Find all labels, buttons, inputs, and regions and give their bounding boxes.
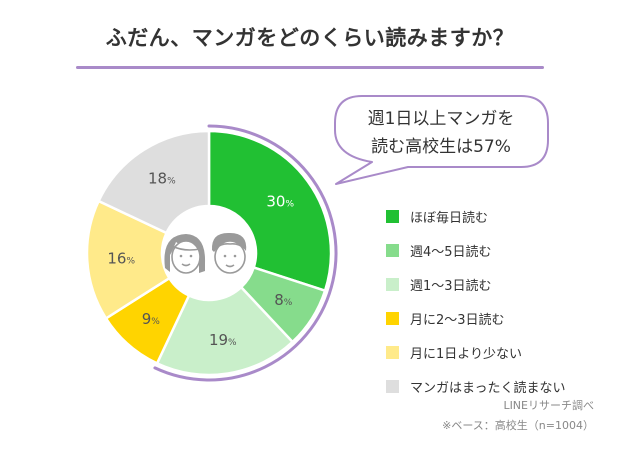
- legend-label: 週4〜5日読む: [410, 244, 492, 260]
- pie-slice: [85, 199, 172, 321]
- slice-label: 16%: [107, 250, 135, 268]
- legend-swatch: [386, 311, 399, 325]
- slice-label: 9%: [142, 310, 161, 328]
- slice-label: 30%: [266, 192, 294, 210]
- base-note: ※ベース：高校生（n=1004）: [442, 419, 594, 432]
- callout-line-1: 週1日以上マンガを: [367, 109, 515, 129]
- callout-line-2: 読む高校生は57%: [371, 137, 511, 157]
- legend-label: 週1〜3日読む: [410, 278, 492, 294]
- page-title: ふだん、マンガをどのくらい読みますか？: [105, 26, 515, 50]
- pie-slice: [96, 129, 211, 235]
- legend-item: 月に2〜3日読む: [386, 302, 565, 334]
- boy-and-girl-face-icons: [164, 232, 247, 274]
- footer-notes: LINEリサーチ調べ ※ベース：高校生（n=1004）: [442, 396, 594, 436]
- slice-label: 18%: [148, 170, 176, 188]
- legend-item: 週4〜5日読む: [386, 234, 565, 266]
- legend-label: マンガはまったく読まない: [410, 380, 566, 396]
- legend-item: 月に1日より少ない: [386, 336, 565, 368]
- boy-face-icon: [211, 232, 247, 274]
- source-note: LINEリサーチ調べ: [503, 399, 594, 412]
- legend-item: 週1〜3日読む: [386, 268, 565, 300]
- callout-text: 週1日以上マンガを 読む高校生は57%: [336, 105, 546, 161]
- legend-item: ほぼ毎日読む: [386, 200, 565, 232]
- legend-swatch: [386, 243, 399, 257]
- title-underline: [76, 66, 544, 69]
- pie-slice: [155, 285, 295, 377]
- girl-face-icon: [164, 234, 206, 274]
- legend-swatch: [386, 209, 399, 223]
- legend-label: 月に2〜3日読む: [410, 312, 505, 328]
- legend-item: マンガはまったく読まない: [386, 370, 565, 402]
- slice-label: 19%: [209, 331, 237, 349]
- legend-swatch: [386, 345, 399, 359]
- highlight-arc: [153, 124, 338, 382]
- legend-label: ほぼ毎日読む: [410, 210, 489, 226]
- legend-swatch: [386, 277, 399, 291]
- legend: ほぼ毎日読む 週4〜5日読む 週1〜3日読む 月に2〜3日読む 月に1日より少な…: [386, 200, 565, 404]
- callout-bubble: [334, 95, 549, 185]
- slice-label: 8%: [274, 291, 293, 309]
- legend-swatch: [386, 379, 399, 393]
- pie-slice: [207, 129, 333, 293]
- legend-label: 月に1日より少ない: [410, 346, 523, 362]
